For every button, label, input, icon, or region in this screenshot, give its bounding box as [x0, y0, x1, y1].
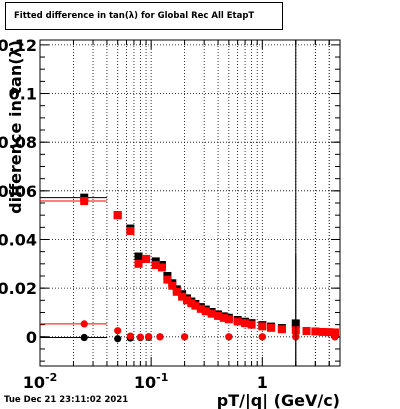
- data-point-square: [191, 301, 200, 310]
- data-point-square: [113, 211, 122, 220]
- data-point-square: [134, 259, 143, 268]
- data-point-square: [302, 326, 311, 335]
- y-tick-label: 0.08: [0, 133, 37, 152]
- data-point-square: [182, 296, 191, 305]
- data-point-circle: [80, 333, 88, 342]
- x-tick-label: 10-1: [134, 371, 169, 392]
- data-point-circle: [114, 335, 122, 343]
- data-point-square: [325, 328, 334, 337]
- chart-title: Fitted difference in tan(λ) for Global R…: [5, 2, 283, 30]
- data-point-square: [168, 281, 177, 290]
- data-point-square: [151, 261, 160, 270]
- data-point-circle: [331, 333, 339, 341]
- axis-ticks: 0 0.02 0.04 0.06 0.08 0.1 0.12 10-2 10-1 1: [0, 36, 340, 392]
- data-point-square: [318, 327, 327, 336]
- data-point-circle: [181, 333, 189, 341]
- data-point-square: [277, 325, 286, 334]
- y-tick-label: 0.02: [0, 279, 37, 298]
- data-point-circle: [258, 333, 266, 341]
- data-point-square: [178, 292, 187, 301]
- data-point-square: [196, 304, 205, 313]
- data-point-square: [214, 311, 223, 320]
- y-tick-label: 0.06: [0, 182, 37, 201]
- x-axis-label: pT/|q| (GeV/c): [217, 391, 340, 409]
- data-point-square: [219, 313, 228, 322]
- data-point-square: [224, 315, 233, 324]
- grid: [40, 40, 340, 366]
- data-point-square: [201, 307, 210, 316]
- data-point-square: [247, 320, 256, 329]
- data-point-square: [330, 328, 339, 337]
- y-axis-label: difference in tan(λ): [6, 40, 25, 214]
- data-point-circle: [145, 332, 153, 341]
- data-point-circle: [80, 320, 88, 328]
- data-point-square: [267, 323, 276, 332]
- data-point-square: [311, 327, 320, 336]
- data-point-square: [163, 275, 172, 284]
- y-tick-label: 0.12: [0, 36, 37, 55]
- x-tick-label: 10-2: [23, 371, 58, 392]
- data-point-circle: [126, 332, 134, 340]
- data-marks: [40, 40, 339, 366]
- data-point-square: [172, 287, 181, 296]
- data-point-square: [233, 317, 242, 326]
- y-tick-label: 0.04: [0, 230, 37, 249]
- data-point-square: [126, 226, 135, 235]
- data-point-circle: [225, 333, 233, 341]
- data-point-square: [187, 299, 196, 308]
- data-point-square: [207, 309, 216, 318]
- data-point-square: [142, 254, 151, 263]
- data-point-circle: [156, 333, 164, 341]
- y-tick-label: 0.1: [9, 85, 37, 104]
- data-point-square: [157, 263, 166, 272]
- data-point-circle: [136, 333, 144, 341]
- data-point-square: [80, 197, 89, 206]
- series-3: [40, 320, 339, 341]
- data-point-square: [258, 322, 267, 331]
- timestamp: Tue Dec 21 23:11:02 2021: [4, 395, 129, 405]
- data-point-square: [134, 252, 143, 261]
- data-point-circle: [114, 327, 122, 335]
- y-tick-label: 0: [26, 328, 37, 347]
- series-1: [40, 197, 339, 337]
- data-point-square: [241, 319, 250, 328]
- x-tick-label: 1: [257, 373, 268, 392]
